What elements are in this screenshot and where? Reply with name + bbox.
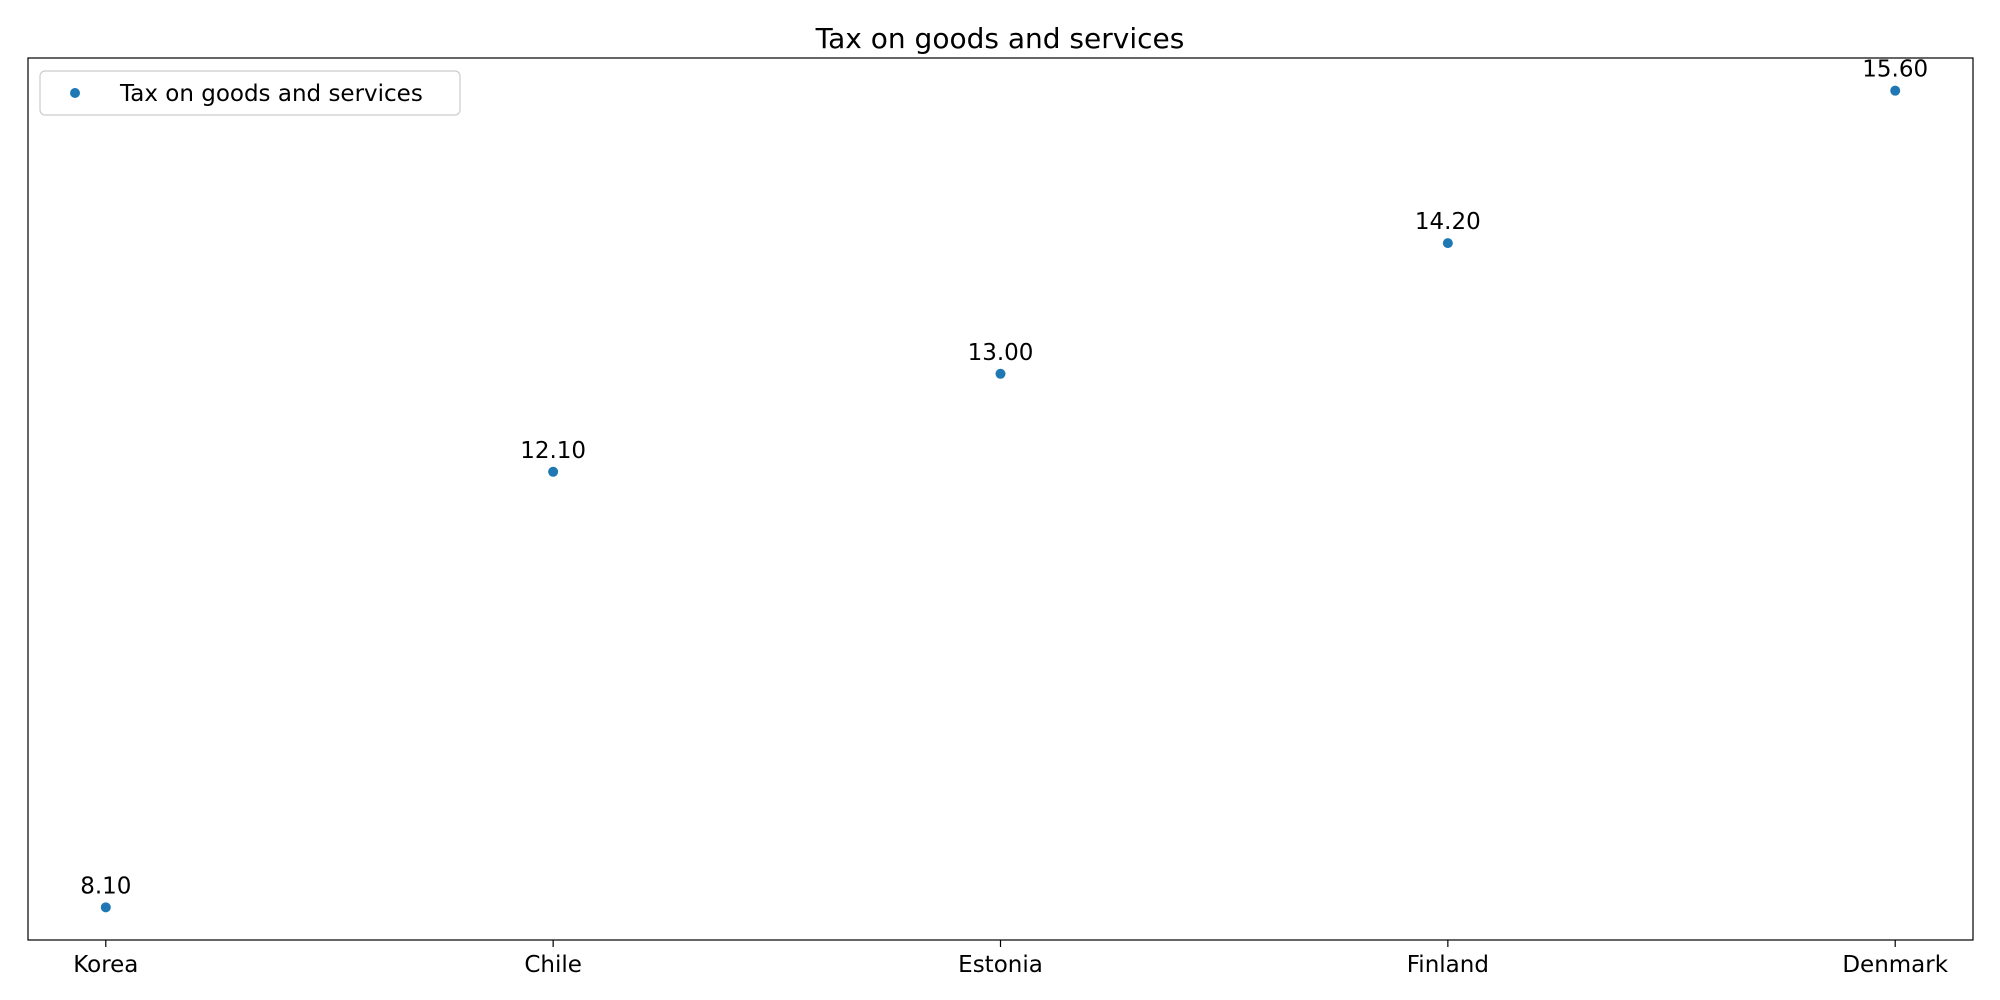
- x-tick-label-estonia: Estonia: [958, 952, 1043, 978]
- data-label-denmark: 15.60: [1862, 57, 1928, 83]
- data-points: [100, 85, 1901, 913]
- x-axis-ticks: [105, 940, 1896, 947]
- data-point-korea: [100, 902, 111, 913]
- data-label-korea: 8.10: [80, 873, 131, 899]
- data-point-finland: [1442, 238, 1453, 249]
- data-label-finland: 14.20: [1415, 209, 1481, 235]
- x-axis-tick-labels: Korea Chile Estonia Finland Denmark: [73, 952, 1949, 978]
- legend: Tax on goods and services: [39, 70, 461, 116]
- data-point-estonia: [995, 368, 1006, 379]
- x-tick-label-chile: Chile: [524, 952, 582, 978]
- chart-title: Tax on goods and services: [815, 22, 1185, 55]
- x-tick-label-korea: Korea: [73, 952, 138, 978]
- data-label-chile: 12.10: [520, 438, 586, 464]
- data-point-chile: [548, 466, 559, 477]
- data-point-denmark: [1890, 85, 1901, 96]
- x-tick-label-denmark: Denmark: [1842, 952, 1948, 978]
- data-label-estonia: 13.00: [968, 340, 1034, 366]
- legend-box: [39, 70, 461, 116]
- x-tick-label-finland: Finland: [1407, 952, 1489, 978]
- data-labels: 8.10 12.10 13.00 14.20 15.60: [80, 57, 1928, 900]
- legend-label: Tax on goods and services: [119, 81, 423, 107]
- legend-marker: [70, 88, 80, 98]
- plot-area-frame: [27, 57, 1974, 941]
